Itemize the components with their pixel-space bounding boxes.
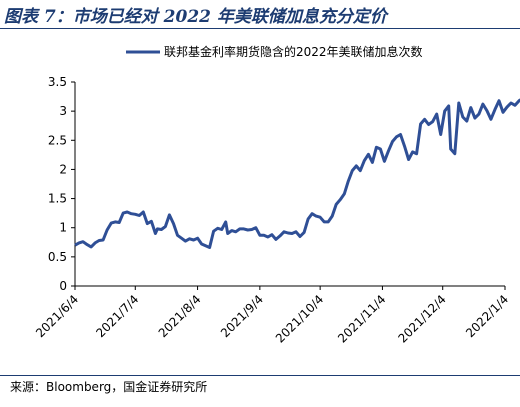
y-tick-label: 1.5 xyxy=(48,192,67,206)
x-tick-label: 2021/7/4 xyxy=(93,292,141,340)
y-tick-label: 2 xyxy=(59,162,67,176)
series-line xyxy=(74,98,520,249)
title-rule xyxy=(0,28,520,29)
legend: 联邦基金利率期货隐含的2022年美联储加息次数 xyxy=(126,44,423,59)
source-note: 来源：Bloomberg，国金证券研究所 xyxy=(10,380,208,394)
y-tick-label: 0.5 xyxy=(48,250,67,264)
y-tick-label: 0 xyxy=(59,279,67,293)
legend-label: 联邦基金利率期货隐含的2022年美联储加息次数 xyxy=(164,44,423,59)
line-chart: 联邦基金利率期货隐含的2022年美联储加息次数 0 0.5 1 1.5 2 2.5 3 3.5… xyxy=(33,44,520,346)
x-tick-label: 2021/12/4 xyxy=(395,292,448,345)
figure-title: 图表 7：市场已经对 2022 年美联储加息充分定价 xyxy=(4,7,387,27)
x-tick-label: 2021/9/4 xyxy=(218,292,266,340)
y-tick-label: 3.5 xyxy=(48,75,67,89)
source-rule xyxy=(0,375,520,376)
y-tick-label: 1 xyxy=(59,221,67,235)
y-ticks: 0 0.5 1 1.5 2 2.5 3 3.5 xyxy=(48,75,75,293)
x-tick-label: 2022/1/4 xyxy=(463,292,511,340)
x-tick-label: 2021/6/4 xyxy=(33,292,81,340)
x-tick-label: 2021/10/4 xyxy=(273,292,326,345)
y-tick-label: 3 xyxy=(59,104,67,118)
x-ticks: 2021/6/4 2021/7/4 2021/8/4 2021/9/4 2021/10/… xyxy=(33,286,511,346)
x-tick-label: 2021/11/4 xyxy=(335,292,388,345)
y-tick-label: 2.5 xyxy=(48,133,67,147)
x-tick-label: 2021/8/4 xyxy=(156,292,204,340)
